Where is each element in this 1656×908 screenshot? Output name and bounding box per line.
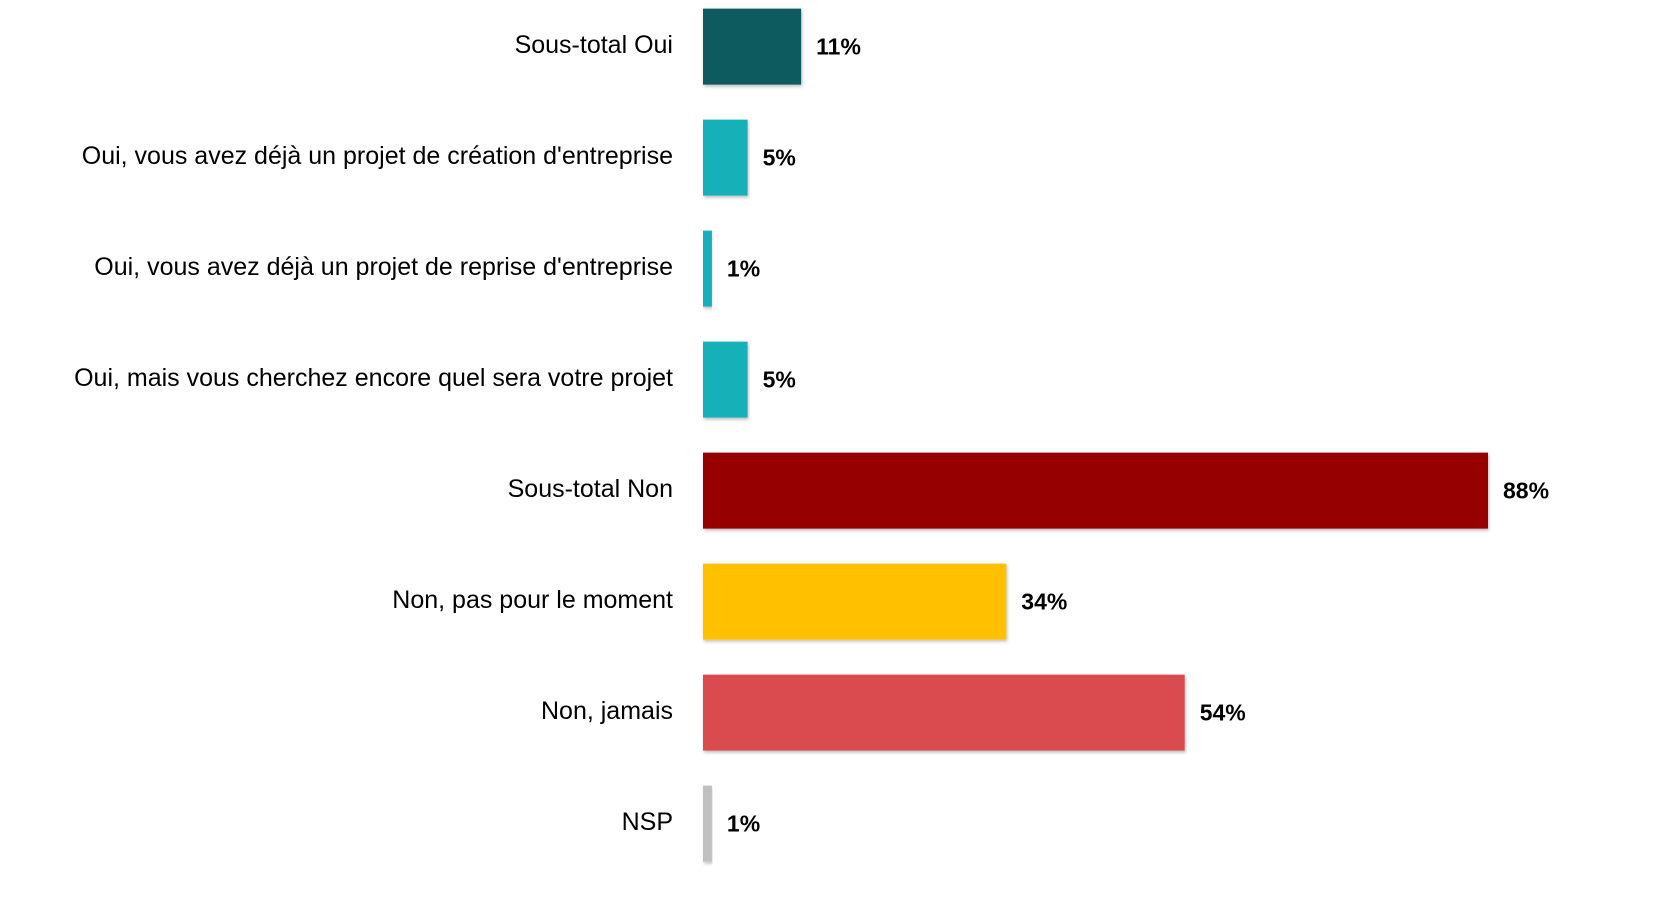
value-label: 88% <box>1503 478 1549 504</box>
category-label: Sous-total Non <box>508 475 673 503</box>
bar <box>703 563 1007 640</box>
bar <box>703 785 712 862</box>
bar <box>703 674 1185 751</box>
bar <box>703 119 748 196</box>
bar <box>703 452 1488 529</box>
bar <box>703 8 802 85</box>
category-label: Oui, vous avez déjà un projet de créatio… <box>82 142 673 170</box>
category-label: Oui, mais vous cherchez encore quel sera… <box>74 364 673 392</box>
value-label: 11% <box>816 34 861 60</box>
category-label: Oui, vous avez déjà un projet de reprise… <box>94 253 673 281</box>
value-label: 5% <box>763 367 796 393</box>
category-label: Sous-total Oui <box>515 31 673 59</box>
category-label: NSP <box>622 808 673 836</box>
bar <box>703 230 712 307</box>
value-label: 5% <box>763 145 796 171</box>
value-label: 1% <box>727 811 760 837</box>
value-label: 34% <box>1021 589 1067 615</box>
value-label: 54% <box>1200 700 1246 726</box>
value-label: 1% <box>727 256 760 282</box>
category-label: Non, jamais <box>541 697 673 725</box>
category-label: Non, pas pour le moment <box>392 586 673 614</box>
bar <box>703 341 748 418</box>
